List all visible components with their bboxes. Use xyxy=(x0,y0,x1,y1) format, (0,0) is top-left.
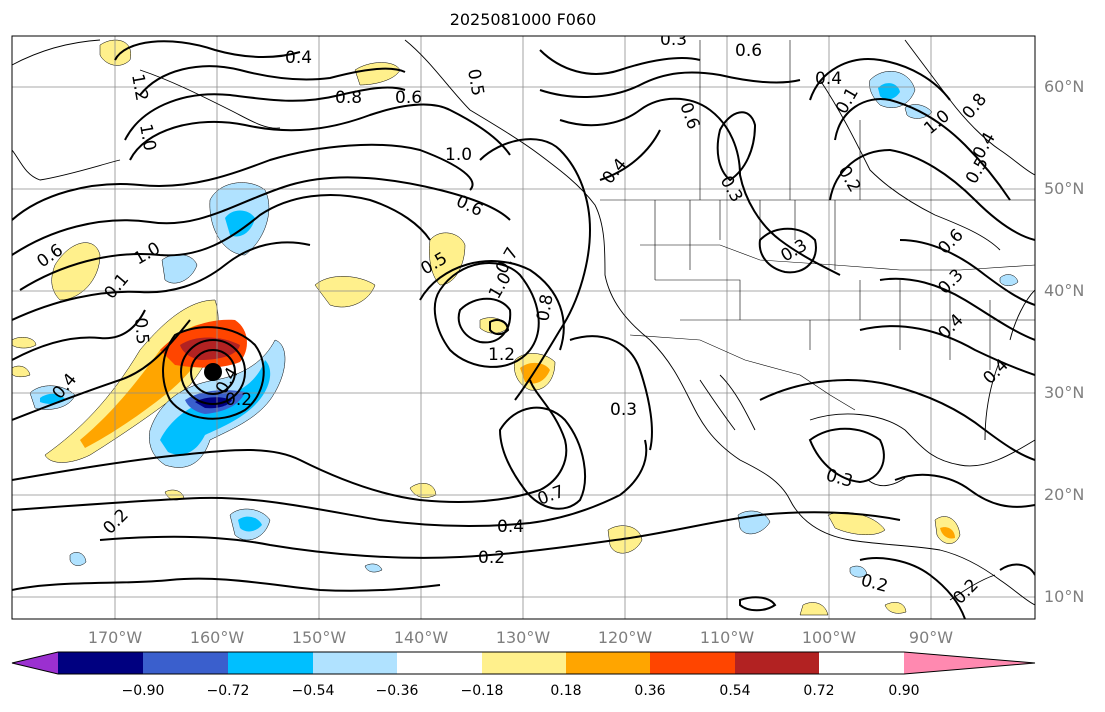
coastlines xyxy=(12,39,1035,606)
shaded-anomalies xyxy=(12,39,1019,616)
colorbar-swatch xyxy=(12,652,58,674)
lat-label: 10°N xyxy=(1044,587,1085,606)
lon-label: 110°W xyxy=(699,628,755,647)
colorbar-tick-label: 0.90 xyxy=(888,683,920,699)
colorbar-tick-label: −0.36 xyxy=(375,683,419,699)
contour-label: 0.3 xyxy=(610,400,637,420)
contour-lines xyxy=(12,40,1035,619)
colorbar-tick-label: −0.72 xyxy=(206,683,250,699)
contour-label: 0.4 xyxy=(285,48,312,68)
contour-label: 0.2 xyxy=(225,390,252,410)
contour-label: 0.5 xyxy=(130,317,152,346)
lat-label: 40°N xyxy=(1044,281,1085,300)
colorbar-swatch xyxy=(397,652,482,674)
contour-label: 1.0 xyxy=(135,122,159,152)
lon-label: 150°W xyxy=(291,628,347,647)
colorbar-tick-label: 0.18 xyxy=(550,683,582,699)
political-borders xyxy=(600,40,1035,411)
contour-label: 0.3 xyxy=(660,30,687,50)
contour-label: 1.2 xyxy=(488,345,515,365)
colorbar-swatch xyxy=(228,652,313,674)
storm-center-marker xyxy=(204,363,222,381)
colorbar-tick-label: 0.36 xyxy=(634,683,666,699)
map-title: 2025081000 F060 xyxy=(449,10,597,29)
lon-label: 90°W xyxy=(908,628,954,647)
lat-label: 20°N xyxy=(1044,485,1085,504)
lon-label: 130°W xyxy=(495,628,551,647)
lon-label: 100°W xyxy=(801,628,857,647)
colorbar-tick-label: −0.18 xyxy=(460,683,504,699)
colorbar-tick-label: −0.90 xyxy=(121,683,165,699)
colorbar-tick-label: −0.54 xyxy=(291,683,335,699)
colorbar-outline xyxy=(11,651,1036,675)
colorbar-swatch xyxy=(58,652,143,674)
colorbar-swatch xyxy=(904,652,1035,674)
colorbar-swatch xyxy=(482,652,566,674)
colorbar-swatch xyxy=(650,652,735,674)
lat-label: 60°N xyxy=(1044,77,1085,96)
colorbar-tick-label: 0.54 xyxy=(719,683,751,699)
colorbar-swatch xyxy=(566,652,650,674)
contour-label: 0.5 xyxy=(463,67,487,97)
lat-label: 30°N xyxy=(1044,383,1085,402)
contour-label: 0.6 xyxy=(735,41,762,61)
contour-label: 0.2 xyxy=(478,548,505,568)
contour-label: 0.8 xyxy=(335,88,362,108)
contour-label: 0.4 xyxy=(497,517,524,537)
colorbar xyxy=(11,651,1036,675)
contour-label: 0.4 xyxy=(815,69,842,89)
lon-label: 170°W xyxy=(87,628,143,647)
colorbar-swatch xyxy=(735,652,819,674)
lon-label: 140°W xyxy=(393,628,449,647)
lon-label: 160°W xyxy=(189,628,245,647)
colorbar-swatch xyxy=(313,652,397,674)
lat-label: 50°N xyxy=(1044,179,1085,198)
colorbar-tick-label: 0.72 xyxy=(803,683,835,699)
colorbar-swatch xyxy=(143,652,228,674)
contour-label: 1.2 xyxy=(127,72,151,102)
contour-label: 1.0 xyxy=(445,145,472,165)
contour-label: 0.8 xyxy=(533,293,557,323)
lon-label: 120°W xyxy=(597,628,653,647)
contour-label: 0.6 xyxy=(395,88,422,108)
